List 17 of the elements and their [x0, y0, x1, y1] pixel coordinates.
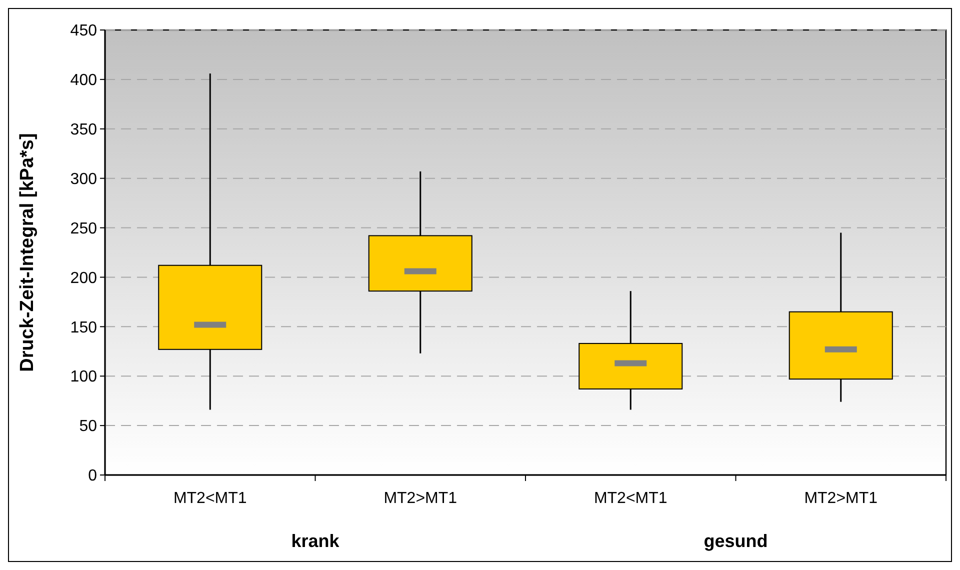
- y-tick-label: 0: [88, 468, 98, 485]
- y-tick-label: 350: [70, 121, 98, 138]
- x-tick-label: MT2>MT1: [384, 490, 458, 507]
- text: gesund: [704, 531, 768, 551]
- x-tick-label: MT2<MT1: [594, 490, 668, 507]
- y-tick-label: 300: [70, 170, 98, 188]
- x-tick-label: MT2<MT1: [173, 490, 247, 507]
- y-tick-label: 200: [70, 270, 98, 287]
- y-tick-label: 400: [70, 72, 98, 90]
- y-tick-label: 100: [70, 368, 98, 386]
- y-axis-title: Druck-Zeit-Integral [kPa*s]: [17, 133, 38, 372]
- y-tick-label: 250: [70, 220, 98, 238]
- text: krank: [291, 531, 340, 551]
- y-tick-label: 150: [70, 319, 98, 336]
- x-tick-label: MT2>MT1: [804, 490, 878, 507]
- y-tick-label: 450: [70, 22, 98, 40]
- y-tick-label: 50: [79, 418, 98, 436]
